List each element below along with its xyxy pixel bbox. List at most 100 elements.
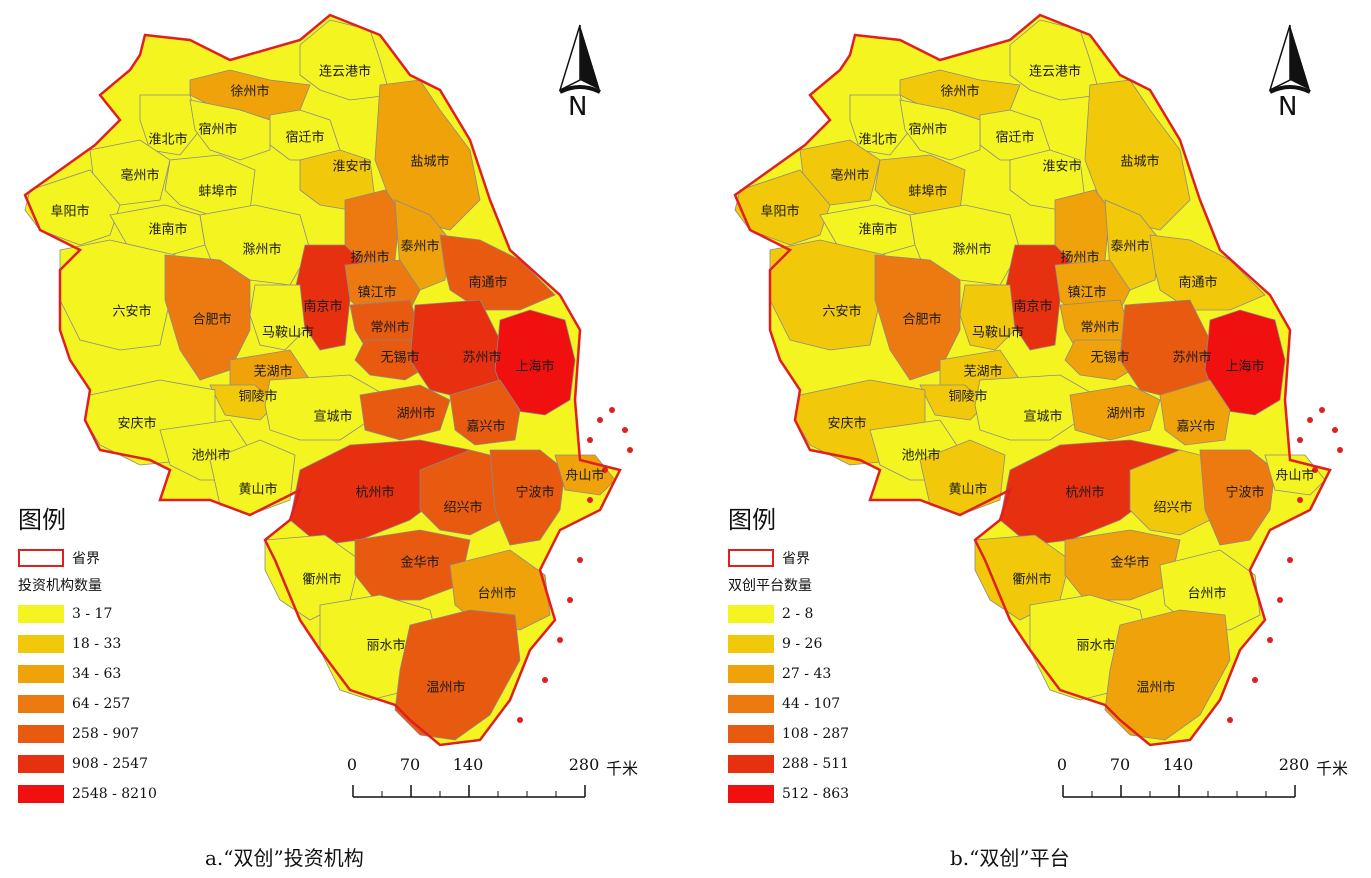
island-mark [587,437,593,443]
city-label: 铜陵市 [948,389,987,405]
legend-swatch [18,605,64,623]
legend-a: 图例 省界 投资机构数量 3 - 17 18 - 33 34 - 63 64 - 25… [18,500,157,809]
map-panel-b: 连云港市 徐州市 宿迁市 淮北市 宿州市 亳州市 蚌埠市 淮安市 盐城市 阜阳市 淮南市 滁州市 扬州市… [710,0,1371,878]
city-region [374,79,481,231]
legend-class-label: 34 - 63 [72,666,122,682]
boundary-swatch [18,549,64,567]
city-label: 黄山市 [238,482,277,498]
city-region [419,449,511,536]
legend-swatch [18,725,64,743]
legend-class-row: 2 - 8 [728,599,849,629]
legend-boundary-row: 省界 [18,543,157,573]
scale-tick-label: 70 [399,755,421,774]
city-region [359,384,451,441]
city-label: 合肥市 [192,312,231,328]
city-label: 温州市 [426,680,465,696]
city-label: 苏州市 [1172,350,1211,366]
city-label: 镇江市 [357,285,396,301]
city-label: 苏州市 [462,350,501,366]
legend-class-row: 512 - 863 [728,779,849,809]
island-mark [542,677,548,683]
city-region [489,449,566,546]
city-label: 亳州市 [830,168,869,184]
legend-title: 图例 [728,506,776,534]
legend-class-row: 64 - 257 [18,689,157,719]
city-label: 池州市 [901,448,940,464]
scale-bar-graphic [1062,785,1296,798]
scale-unit: 千米 [606,759,639,778]
city-label: 台州市 [477,586,516,602]
city-label: 合肥市 [902,312,941,328]
city-label: 扬州市 [1060,250,1099,266]
legend-class-row: 2548 - 8210 [18,779,157,809]
city-label: 铜陵市 [238,389,277,405]
legend-class-label: 2 - 8 [782,606,814,622]
scale-tick-label: 70 [1109,755,1131,774]
city-label: 宿迁市 [285,130,324,146]
scale-tick-label: 0 [1056,755,1068,774]
island-mark [597,417,603,423]
island-mark [1297,437,1303,443]
legend-swatch [728,605,774,623]
legend-class-label: 18 - 33 [72,636,122,652]
city-region [139,94,201,156]
city-label: 南京市 [1013,299,1052,315]
city-label: 上海市 [1225,359,1264,375]
scale-bar-a: 0 70 140 280 千米 [347,755,652,805]
legend-class-label: 108 - 287 [782,726,850,742]
city-label: 亳州市 [120,168,159,184]
city-label: 舟山市 [1275,468,1314,484]
city-label: 上海市 [515,359,554,375]
city-label: 金华市 [1110,555,1149,571]
city-label: 湖州市 [396,406,435,422]
city-region [354,529,471,601]
city-label: 丽水市 [366,638,405,654]
city-label: 常州市 [1080,320,1119,336]
legend-swatch [18,665,64,683]
city-label: 宁波市 [1225,485,1264,501]
city-region [849,94,911,156]
city-label: 无锡市 [380,350,419,366]
legend-class-row: 3 - 17 [18,599,157,629]
scale-bar-graphic [352,785,586,798]
city-label: 泰州市 [400,239,439,255]
legend-class-label: 908 - 2547 [72,756,148,772]
city-region [189,99,271,161]
city-label: 湖州市 [1106,406,1145,422]
island-mark [1307,417,1313,423]
city-label: 淮南市 [148,222,187,238]
map-panel-a: 连云港市 徐州市 宿迁市 淮北市 宿州市 亳州市 蚌埠市 淮安市 盐城市 阜阳市 淮南市 滁州市 扬州市… [18,13,652,870]
island-mark [609,407,615,413]
legend-swatch [18,695,64,713]
legend-class-label: 512 - 863 [782,786,850,802]
city-label: 泰州市 [1110,239,1149,255]
city-region [899,99,981,161]
legend-boundary-row: 省界 [728,543,849,573]
city-label: 蚌埠市 [908,184,947,200]
island-mark [1277,597,1283,603]
legend-class-label: 2548 - 8210 [72,786,157,802]
city-region [959,284,1016,351]
legend-class-row: 27 - 43 [728,659,849,689]
city-label: 杭州市 [1065,485,1104,501]
island-mark [622,427,628,433]
scale-tick-label: 280 [568,755,600,774]
city-label: 宿州市 [198,122,237,138]
city-label: 滁州市 [242,242,281,258]
city-region [1064,529,1181,601]
legend-subtitle: 投资机构数量 [18,578,102,594]
city-label: 宿迁市 [995,130,1034,146]
city-label: 滁州市 [952,242,991,258]
city-label: 嘉兴市 [466,419,505,435]
island-mark [1297,497,1303,503]
city-label: 淮安市 [332,159,371,175]
city-label: 六安市 [822,304,861,320]
city-region [1069,384,1161,441]
legend-swatch [728,785,774,803]
city-region [24,169,121,246]
city-label: 六安市 [112,304,151,320]
legend-class-row: 9 - 26 [728,629,849,659]
legend-class-label: 27 - 43 [782,666,832,682]
legend-classes: 3 - 17 18 - 33 34 - 63 64 - 257 258 - 907 908… [18,599,157,809]
island-mark [1287,557,1293,563]
